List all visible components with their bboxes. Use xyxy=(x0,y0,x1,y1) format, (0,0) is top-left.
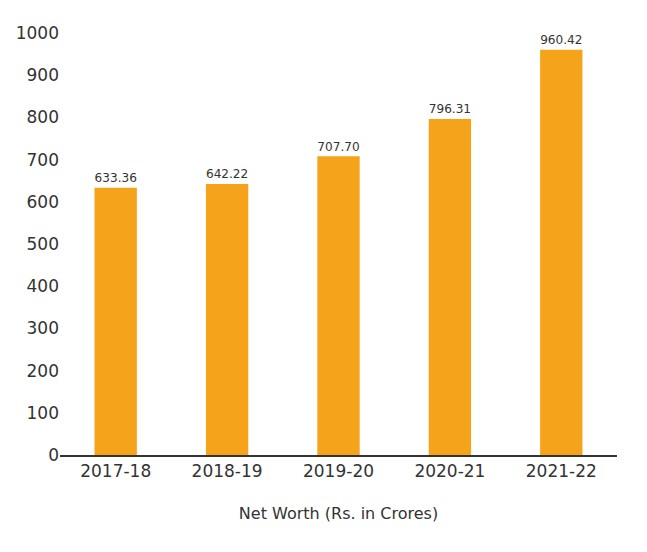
svg-text:500: 500 xyxy=(27,234,59,254)
svg-text:633.36: 633.36 xyxy=(95,171,137,185)
svg-text:960.42: 960.42 xyxy=(540,33,582,47)
svg-text:300: 300 xyxy=(27,318,59,338)
svg-text:796.31: 796.31 xyxy=(429,102,471,116)
svg-text:800: 800 xyxy=(27,107,59,127)
svg-text:642.22: 642.22 xyxy=(206,167,248,181)
svg-text:100: 100 xyxy=(27,403,59,423)
svg-text:2021-22: 2021-22 xyxy=(526,461,597,481)
svg-text:700: 700 xyxy=(27,150,59,170)
svg-text:2017-18: 2017-18 xyxy=(80,461,151,481)
svg-text:600: 600 xyxy=(27,192,59,212)
svg-text:2018-19: 2018-19 xyxy=(192,461,263,481)
svg-text:400: 400 xyxy=(27,276,59,296)
svg-text:900: 900 xyxy=(27,65,59,85)
svg-text:0: 0 xyxy=(48,445,59,465)
svg-text:Net Worth (Rs. in Crores): Net Worth (Rs. in Crores) xyxy=(239,504,438,523)
svg-text:200: 200 xyxy=(27,361,59,381)
svg-text:1000: 1000 xyxy=(16,23,59,43)
svg-text:2019-20: 2019-20 xyxy=(303,461,374,481)
svg-text:2020-21: 2020-21 xyxy=(414,461,485,481)
svg-text:707.70: 707.70 xyxy=(317,140,359,154)
